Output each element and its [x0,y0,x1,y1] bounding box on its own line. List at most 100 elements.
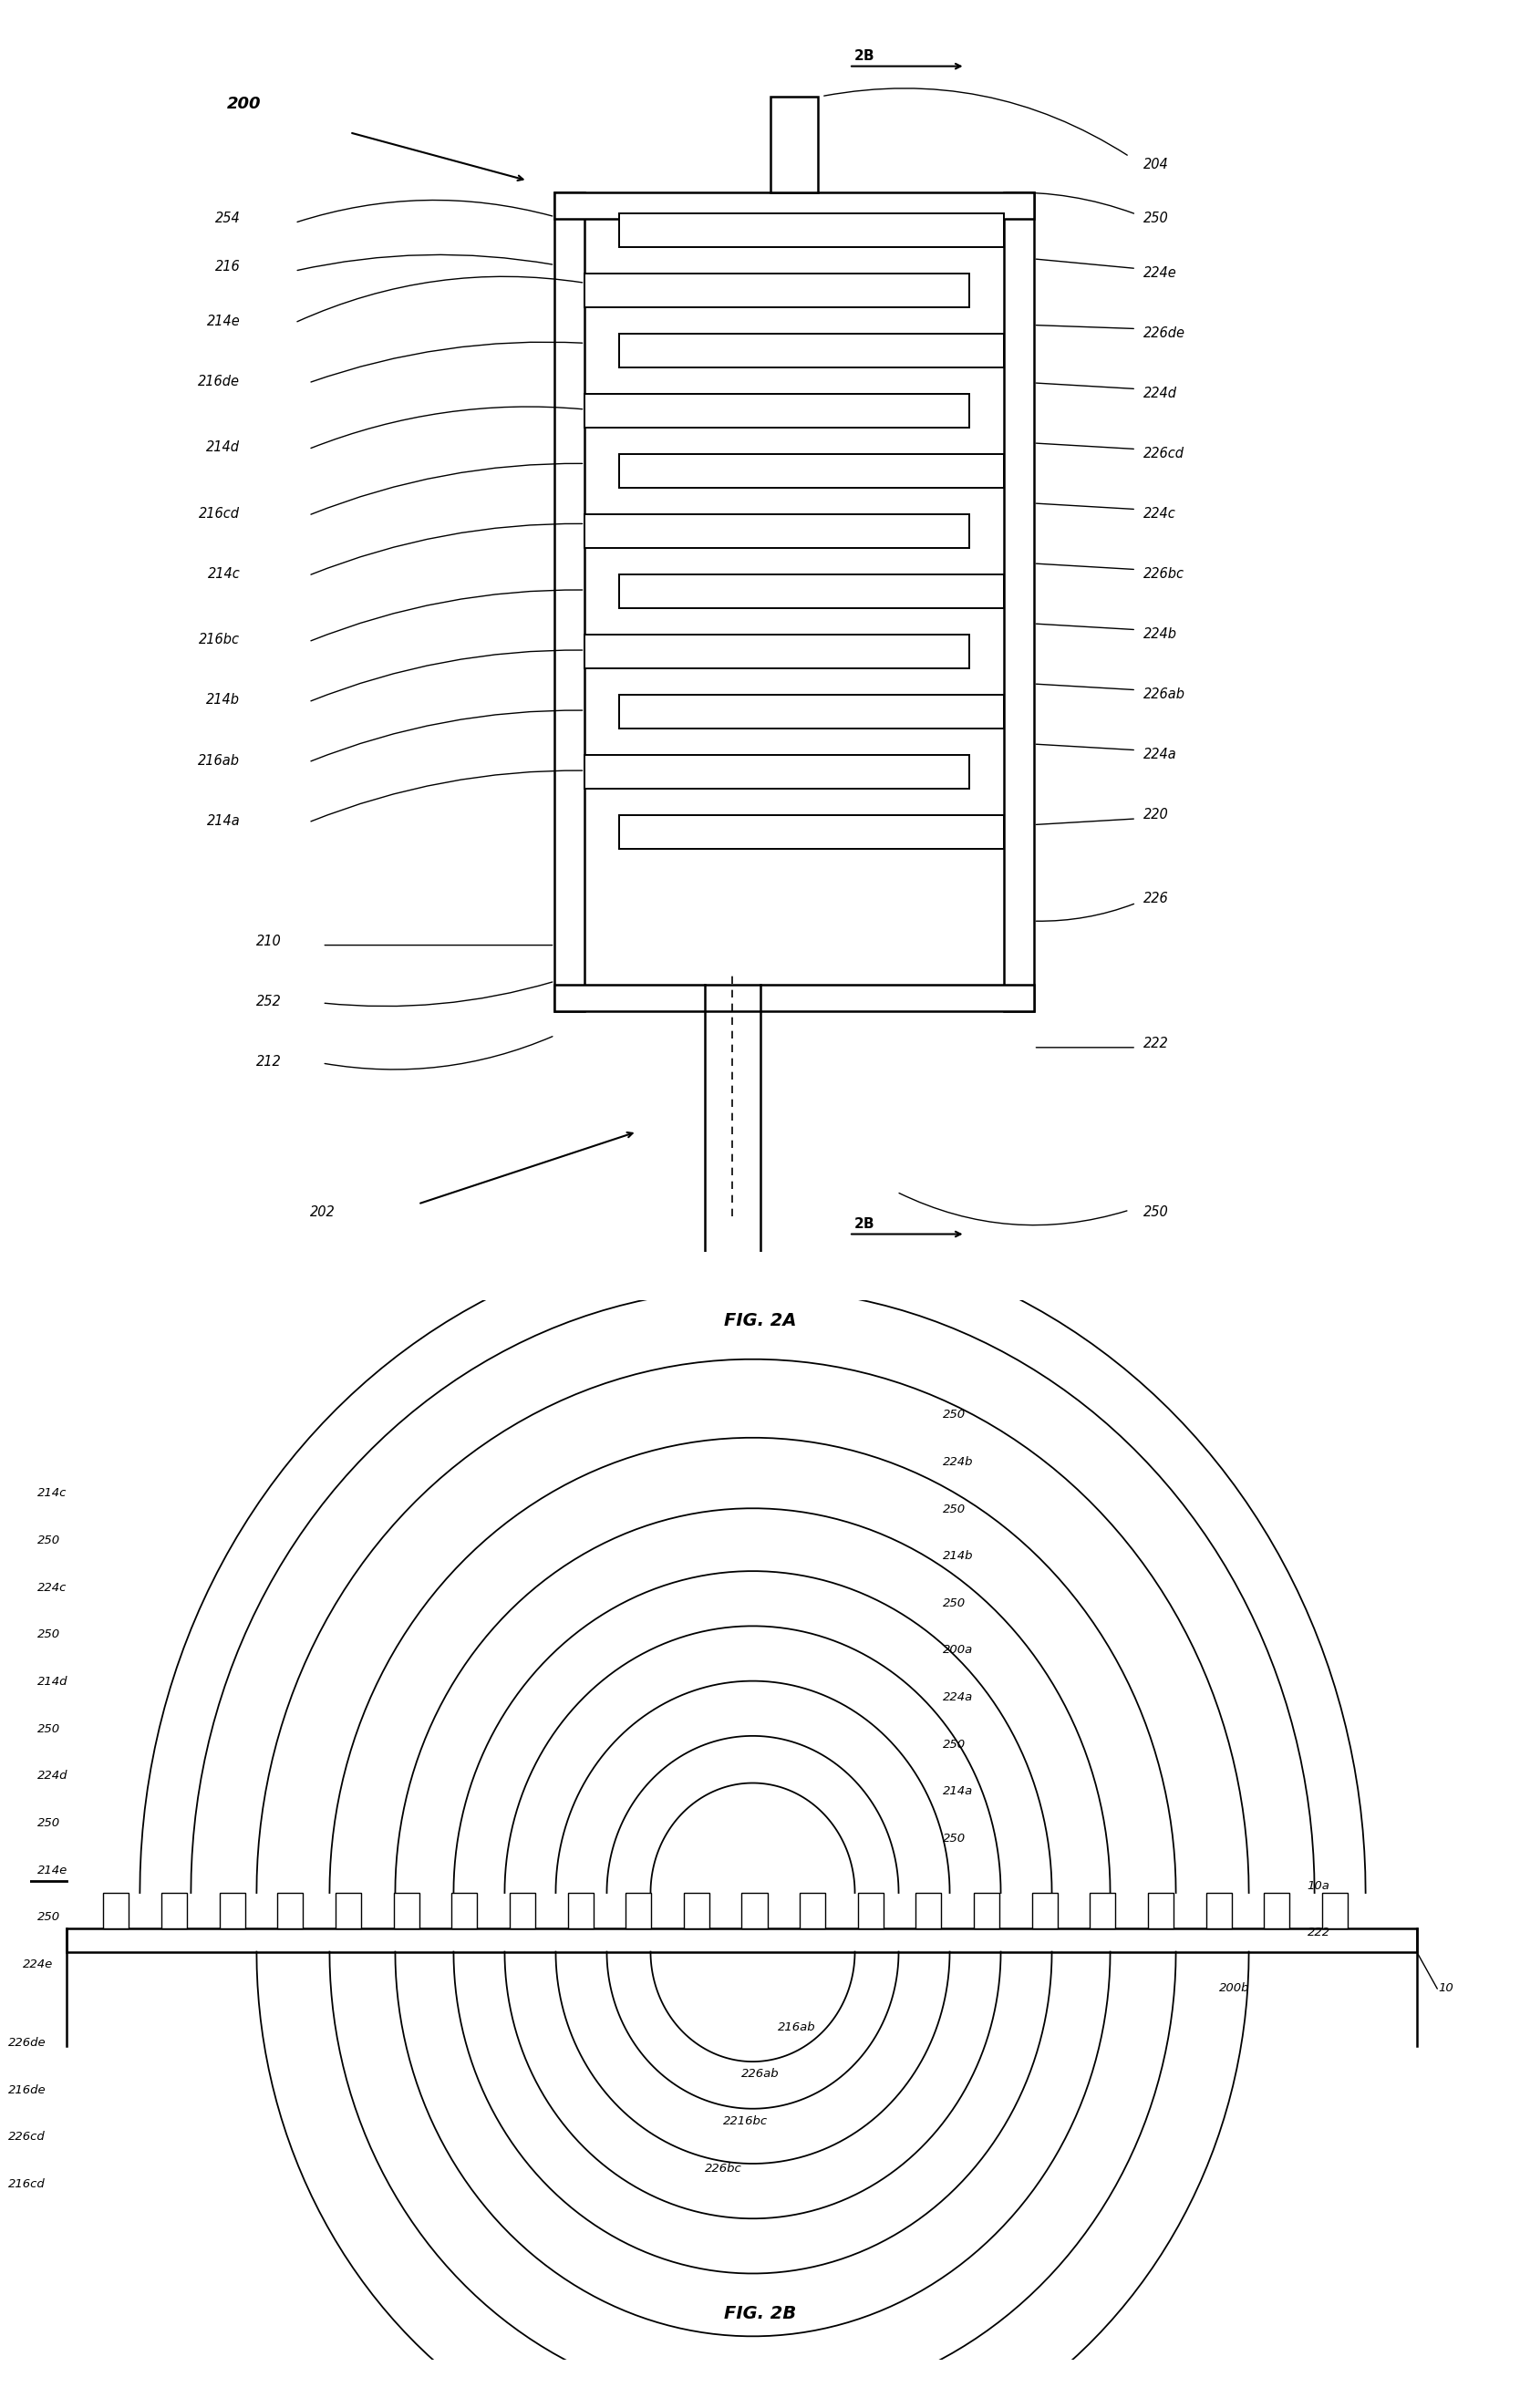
FancyBboxPatch shape [974,1893,1000,1929]
Text: 216bc: 216bc [199,633,240,648]
Text: 202: 202 [310,1204,334,1218]
Text: 204: 204 [1143,157,1169,171]
FancyBboxPatch shape [585,515,970,549]
FancyBboxPatch shape [585,275,970,308]
Text: 250: 250 [942,1832,965,1845]
Text: 252: 252 [255,995,281,1009]
Text: 220: 220 [1143,807,1169,821]
FancyBboxPatch shape [619,455,1003,489]
Text: 214c: 214c [208,566,240,580]
FancyBboxPatch shape [451,1893,477,1929]
Text: 10: 10 [1438,1982,1453,1994]
Text: 226cd: 226cd [1143,445,1184,460]
Text: 200b: 200b [1219,1982,1249,1994]
Text: 212: 212 [255,1055,281,1069]
Text: 250: 250 [38,1628,61,1640]
Text: 250: 250 [38,1722,61,1734]
Text: 250: 250 [38,1912,61,1924]
Text: 224c: 224c [1143,506,1175,520]
Text: 216cd: 216cd [9,2179,46,2189]
Text: 226cd: 226cd [9,2131,46,2143]
FancyBboxPatch shape [555,193,585,1011]
FancyBboxPatch shape [1205,1893,1231,1929]
FancyBboxPatch shape [742,1893,768,1929]
Text: 250: 250 [1143,1204,1169,1218]
FancyBboxPatch shape [771,96,818,193]
Text: $\bf{2B}$: $\bf{2B}$ [853,48,874,63]
FancyBboxPatch shape [161,1893,187,1929]
Text: 224a: 224a [1143,746,1176,761]
Text: 224d: 224d [38,1770,68,1782]
Text: 250: 250 [38,1534,61,1546]
Text: 214e: 214e [38,1864,68,1876]
Text: 222: 222 [1143,1035,1169,1050]
Text: 250: 250 [942,1409,965,1421]
Text: 226ab: 226ab [742,2068,778,2081]
Text: 224b: 224b [1143,626,1176,641]
Text: 214d: 214d [207,441,240,455]
FancyBboxPatch shape [555,193,1034,219]
Text: 216de: 216de [9,2083,47,2095]
FancyBboxPatch shape [555,985,1034,1011]
FancyBboxPatch shape [585,395,970,429]
Text: 216ab: 216ab [778,2020,815,2032]
FancyBboxPatch shape [917,1893,941,1929]
Text: 224b: 224b [942,1457,973,1469]
Text: 224c: 224c [38,1582,67,1594]
FancyBboxPatch shape [103,1893,129,1929]
FancyBboxPatch shape [619,576,1003,609]
Text: 226ab: 226ab [1143,686,1186,701]
Text: 210: 210 [255,934,281,949]
Text: 214e: 214e [207,313,240,327]
Text: 214b: 214b [942,1551,973,1563]
Text: 2216bc: 2216bc [724,2114,768,2126]
FancyBboxPatch shape [67,1929,1417,1953]
FancyBboxPatch shape [619,335,1003,368]
Text: 216ab: 216ab [198,754,240,768]
FancyBboxPatch shape [626,1893,651,1929]
Text: 214a: 214a [942,1787,973,1796]
Text: FIG. 2A: FIG. 2A [724,1312,796,1329]
Text: 250: 250 [38,1818,61,1830]
Text: 224d: 224d [1143,385,1176,400]
FancyBboxPatch shape [619,214,1003,248]
FancyBboxPatch shape [336,1893,362,1929]
FancyBboxPatch shape [684,1893,710,1929]
Text: 216de: 216de [198,373,240,388]
Text: 200: 200 [226,96,260,113]
Text: 254: 254 [214,212,240,226]
Text: 224e: 224e [1143,265,1176,279]
Text: 226de: 226de [9,2037,47,2049]
Text: 226bc: 226bc [705,2162,742,2174]
FancyBboxPatch shape [1265,1893,1289,1929]
Text: 214c: 214c [38,1488,67,1500]
Text: 222: 222 [1307,1926,1330,1938]
FancyBboxPatch shape [278,1893,302,1929]
FancyBboxPatch shape [1032,1893,1058,1929]
Text: 226de: 226de [1143,325,1186,340]
Text: 10a: 10a [1307,1881,1330,1893]
FancyBboxPatch shape [857,1893,883,1929]
FancyBboxPatch shape [800,1893,825,1929]
FancyBboxPatch shape [619,814,1003,850]
Text: 250: 250 [942,1597,965,1609]
FancyBboxPatch shape [1090,1893,1116,1929]
Text: 224e: 224e [23,1958,53,1970]
FancyBboxPatch shape [219,1893,245,1929]
FancyBboxPatch shape [585,756,970,790]
Text: $\bf{2B}$: $\bf{2B}$ [853,1216,874,1230]
FancyBboxPatch shape [1003,193,1034,1011]
FancyBboxPatch shape [585,633,970,669]
Text: 214b: 214b [207,694,240,708]
FancyBboxPatch shape [394,1893,420,1929]
Text: 250: 250 [1143,212,1169,226]
Text: 200a: 200a [942,1645,973,1657]
Text: 250: 250 [942,1739,965,1751]
FancyBboxPatch shape [509,1893,535,1929]
Text: 214d: 214d [38,1676,68,1688]
FancyBboxPatch shape [1148,1893,1173,1929]
FancyBboxPatch shape [1322,1893,1348,1929]
Text: 216: 216 [214,260,240,275]
Text: 226: 226 [1143,891,1169,905]
Text: 216cd: 216cd [199,506,240,520]
